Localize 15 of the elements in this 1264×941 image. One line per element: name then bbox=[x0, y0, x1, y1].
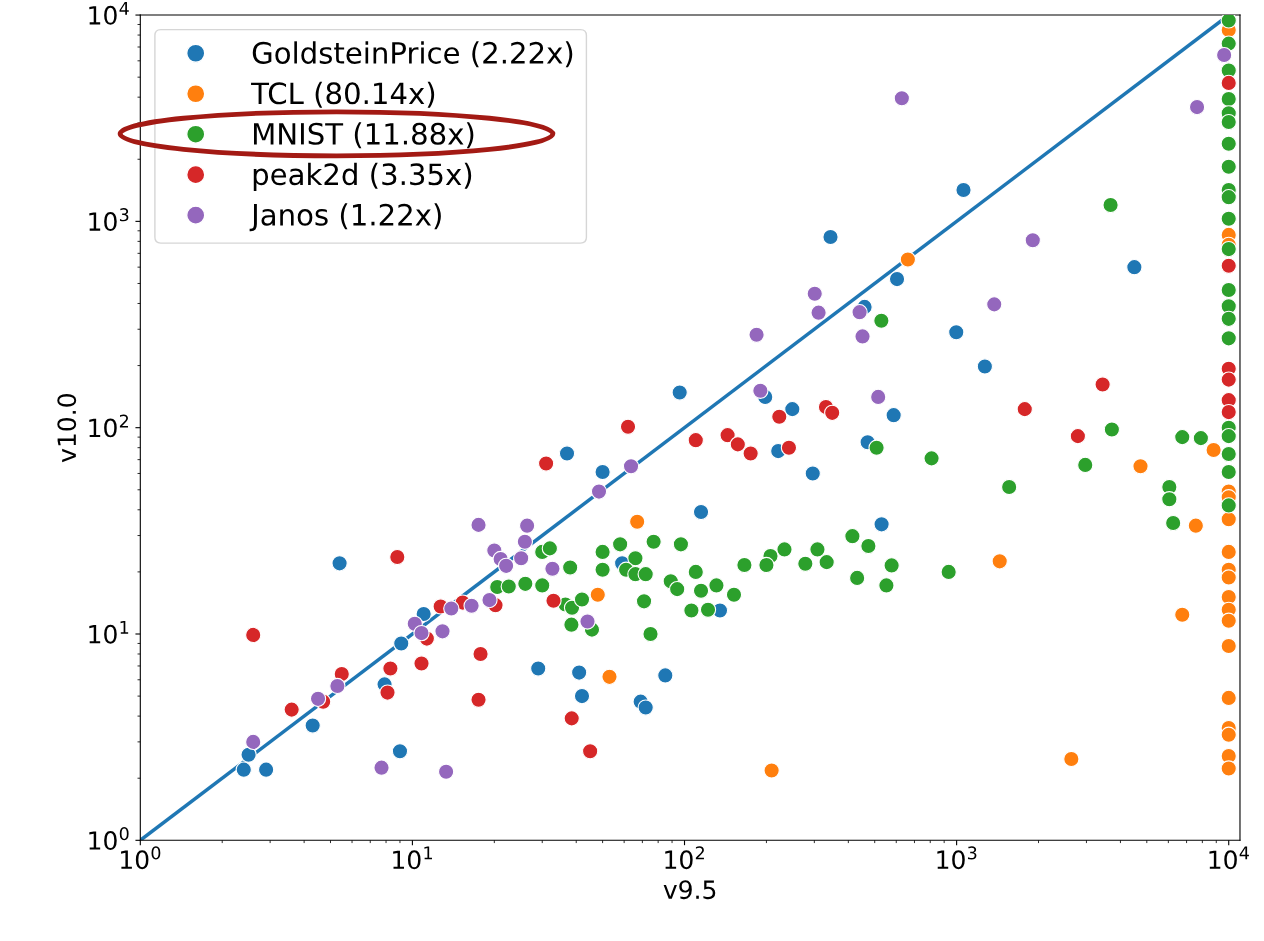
legend-label: Janos (1.22x) bbox=[249, 203, 441, 232]
y-tick-label: 10$^{1}$ bbox=[89, 621, 129, 644]
legend-label: peak2d (3.35x) bbox=[253, 162, 472, 191]
y-tick-label: 10$^{3}$ bbox=[89, 208, 129, 232]
x-tick-label: 10$^{3}$ bbox=[937, 846, 977, 870]
x-tick-label: 10$^{4}$ bbox=[1209, 846, 1249, 870]
x-tick-label: 10$^{1}$ bbox=[393, 846, 432, 870]
y-axis-title: v10.0 bbox=[57, 394, 77, 463]
legend-label: GoldsteinPrice (2.22x) bbox=[252, 41, 573, 68]
legend-label: TCL (80.14x) bbox=[251, 81, 435, 108]
x-axis-title: v9.5 bbox=[663, 880, 716, 900]
y-tick-label: 10$^{2}$ bbox=[89, 414, 129, 438]
legend-label: MNIST (11.88x) bbox=[254, 122, 474, 149]
y-tick-label: 10$^{4}$ bbox=[89, 2, 129, 25]
x-tick-label: 10$^{2}$ bbox=[665, 846, 704, 870]
